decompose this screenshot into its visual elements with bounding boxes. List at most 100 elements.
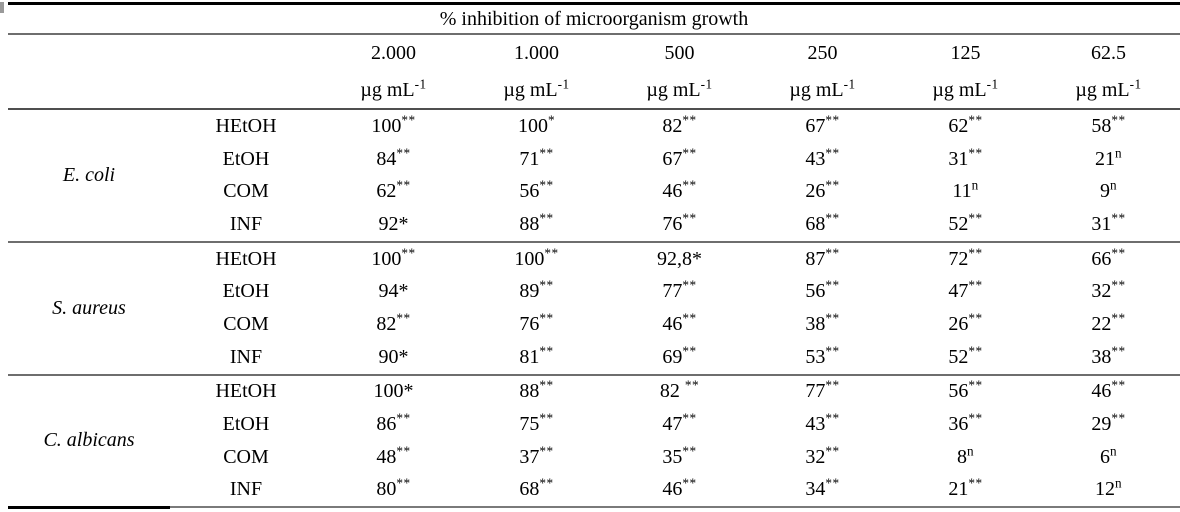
unit-header: µg mL-1	[1037, 72, 1180, 110]
table-row: S. aureus HEtOH 100** 100** 92,8* 87** 7…	[8, 242, 1180, 319]
value-cell: 6n	[1099, 443, 1118, 468]
value-cell: 87**	[805, 244, 840, 270]
value-cell: 92,8*	[657, 247, 702, 270]
value-cell: 26**	[948, 310, 983, 335]
value-cell: 43**	[805, 144, 840, 170]
value-cell: 12n	[1037, 473, 1180, 509]
unit-header: µg mL-1	[894, 72, 1037, 110]
extract-label: HEtOH	[215, 247, 277, 270]
conc-header: 1.000	[514, 42, 559, 64]
value-cell: 46**	[1091, 377, 1126, 403]
organism-label: C. albicans	[8, 374, 170, 509]
extract-label: COM	[223, 445, 269, 468]
value-cell: 56**	[519, 177, 554, 203]
value-cell: 100*	[517, 112, 556, 137]
value-cell: 52**	[948, 210, 983, 235]
empty-header-cell	[8, 72, 322, 110]
value-cell: 52**	[948, 343, 983, 368]
table-row: C. albicans HEtOH 100* 88** 82 ** 77** 5…	[8, 374, 1180, 509]
value-cell: 9n	[1099, 177, 1118, 203]
table-row: COM 62** 56** 46** 26** 11n 9n	[8, 175, 1180, 208]
value-cell: 86**	[376, 410, 411, 436]
value-cell: 46**	[608, 473, 751, 509]
value-cell: 100**	[371, 112, 416, 137]
table-row: EtOH 84** 71** 67** 43** 31** 21n	[8, 143, 1180, 176]
title-row: % inhibition of microorganism growth	[8, 3, 1180, 35]
value-cell: 88**	[519, 377, 554, 403]
value-cell: 46**	[662, 310, 697, 335]
extract-label: EtOH	[222, 147, 270, 170]
table-title: % inhibition of microorganism growth	[8, 3, 1180, 35]
value-cell: 68**	[805, 210, 840, 235]
extract-label: INF	[170, 473, 322, 509]
value-cell: 75**	[519, 410, 554, 436]
value-cell: 56**	[948, 377, 983, 403]
value-cell: 31**	[1091, 210, 1126, 235]
value-cell: 84**	[376, 144, 411, 170]
extract-label: INF	[229, 212, 263, 235]
value-cell: 76**	[662, 210, 697, 235]
value-cell: 67**	[662, 144, 697, 170]
value-cell: 81**	[519, 343, 554, 368]
value-cell: 48**	[376, 443, 411, 468]
value-cell: 47**	[948, 277, 983, 303]
value-cell: 43**	[805, 410, 840, 436]
table-row: INF 80** 68** 46** 34** 21** 12n	[8, 473, 1180, 509]
conc-header: 500	[664, 42, 695, 64]
value-cell: 77**	[805, 377, 840, 403]
value-cell: 11n	[952, 177, 979, 203]
group-e-coli: E. coli HEtOH 100** 100* 82** 67** 62** …	[8, 109, 1180, 242]
unit-header: µg mL-1	[608, 72, 751, 110]
organism-label: E. coli	[62, 163, 116, 186]
group-s-aureus: S. aureus HEtOH 100** 100** 92,8* 87** 7…	[8, 242, 1180, 375]
value-cell: 100*	[373, 380, 414, 403]
value-cell: 32**	[805, 443, 840, 468]
value-cell: 77**	[662, 277, 697, 303]
value-cell: 21**	[894, 473, 1037, 509]
inhibition-table: % inhibition of microorganism growth 2.0…	[8, 2, 1180, 509]
value-cell: 82 **	[659, 377, 700, 403]
value-cell: 37**	[519, 443, 554, 468]
extract-label: EtOH	[222, 280, 270, 303]
conc-header: 62.5	[1091, 42, 1126, 64]
table-row: INF 90* 81** 69** 53** 52** 38**	[8, 341, 1180, 375]
value-cell: 58**	[1091, 112, 1126, 137]
table-row: EtOH 86** 75** 47** 43** 36** 29**	[8, 408, 1180, 441]
value-cell: 100**	[514, 244, 559, 270]
value-cell: 22**	[1091, 310, 1126, 335]
value-cell: 82**	[662, 112, 697, 137]
value-cell: 36**	[948, 410, 983, 436]
value-cell: 32**	[1091, 277, 1126, 303]
extract-label: COM	[223, 180, 269, 203]
value-cell: 66**	[1091, 244, 1126, 270]
empty-header-cell	[8, 34, 322, 72]
value-cell: 21n	[1094, 144, 1123, 170]
value-cell: 35**	[662, 443, 697, 468]
conc-header: 250	[807, 42, 838, 64]
value-cell: 26**	[805, 177, 840, 203]
value-cell: 94*	[378, 280, 409, 303]
extract-label: HEtOH	[215, 114, 277, 137]
table-header: % inhibition of microorganism growth 2.0…	[8, 3, 1180, 110]
value-cell: 47**	[662, 410, 697, 436]
value-cell: 100**	[371, 244, 416, 270]
organism-label: S. aureus	[52, 296, 126, 319]
value-cell: 56**	[805, 277, 840, 303]
value-cell: 34**	[751, 473, 894, 509]
value-cell: 38**	[1091, 343, 1126, 368]
value-cell: 29**	[1091, 410, 1126, 436]
unit-header-row: µg mL-1 µg mL-1 µg mL-1 µg mL-1 µg mL-1 …	[8, 72, 1180, 110]
table-row: E. coli HEtOH 100** 100* 82** 67** 62** …	[8, 109, 1180, 186]
extract-label: INF	[229, 345, 263, 368]
value-cell: 68**	[465, 473, 608, 509]
extract-label: HEtOH	[215, 380, 277, 403]
value-cell: 46**	[662, 177, 697, 203]
text-cursor-artifact	[0, 2, 4, 13]
table-row: COM 48** 37** 35** 32** 8n 6n	[8, 441, 1180, 474]
value-cell: 80**	[322, 473, 465, 509]
value-cell: 62**	[948, 112, 983, 137]
concentration-header-row: 2.000 1.000 500 250 125 62.5	[8, 34, 1180, 72]
value-cell: 82**	[376, 310, 411, 335]
table-row: COM 82** 76** 46** 38** 26** 22**	[8, 308, 1180, 341]
